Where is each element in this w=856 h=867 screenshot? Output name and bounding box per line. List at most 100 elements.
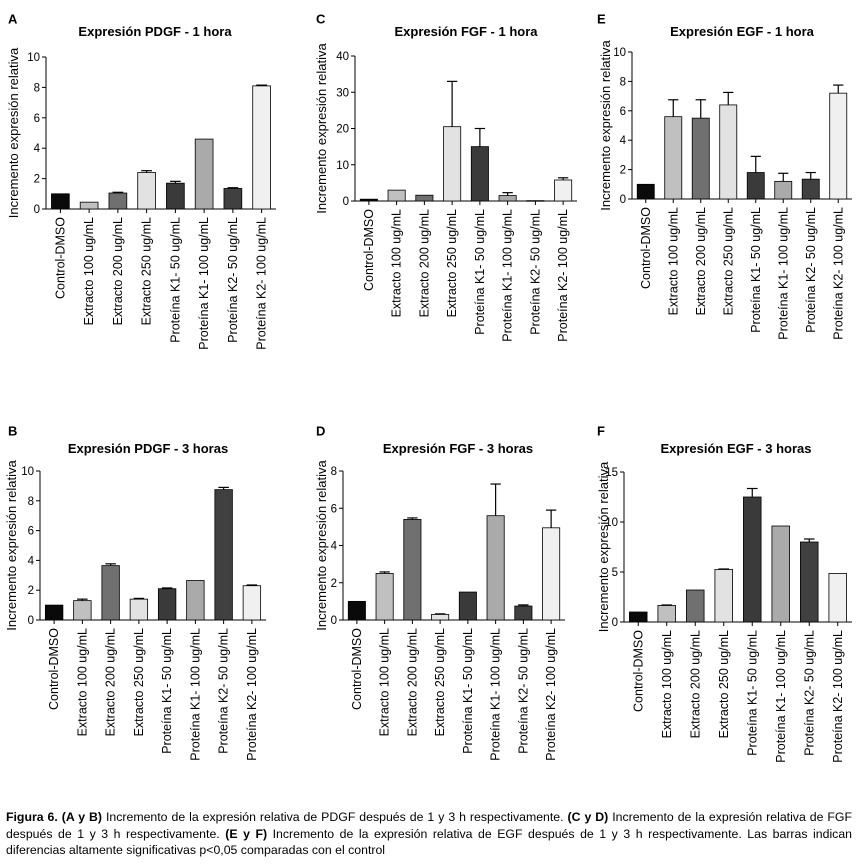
- figure-canvas: A Expresión PDGF - 1 hora Incremento expre…: [4, 12, 852, 763]
- category-label: Control-DMSO: [350, 628, 364, 710]
- y-tick-label: 6: [331, 503, 337, 515]
- category-label: Control-DMSO: [53, 217, 67, 299]
- chart-title: Expresión EGF - 3 horas: [661, 441, 812, 456]
- y-tick-label: 10: [27, 52, 40, 64]
- caption-part1-bold: (A y B): [61, 810, 103, 824]
- bar: [514, 605, 533, 621]
- bar: [73, 600, 92, 621]
- bar: [657, 605, 676, 623]
- bar: [800, 541, 819, 623]
- y-tick-label: 30: [336, 87, 349, 99]
- category-label: Proteína K2- 50 ug/mL: [226, 217, 240, 343]
- bar: [691, 117, 710, 200]
- y-tick-label: 10: [613, 47, 626, 59]
- y-tick-label: 6: [28, 526, 34, 538]
- category-label: Proteína K2- 100 ug/mL: [831, 630, 845, 763]
- bar: [415, 194, 434, 202]
- chart-title: Expresión EGF - 1 hora: [670, 24, 815, 39]
- category-label: Proteína K2- 50 ug/mL: [217, 628, 231, 754]
- y-tick-label: 5: [612, 567, 618, 579]
- category-label: Proteína K1- 100 ug/mL: [489, 628, 503, 761]
- y-tick-label: 10: [21, 466, 34, 478]
- panel-letter: B: [8, 424, 17, 439]
- bar: [746, 172, 765, 200]
- bar: [458, 591, 477, 621]
- chart-title: Expresión PDGF - 1 hora: [78, 24, 232, 39]
- category-label: Proteína K2- 100 ug/mL: [556, 209, 570, 342]
- category-label: Proteína K1- 100 ug/mL: [197, 217, 211, 350]
- bar: [79, 201, 99, 210]
- bar: [719, 104, 738, 200]
- category-label: Proteína K1- 50 ug/mL: [473, 209, 487, 335]
- bar: [829, 92, 848, 200]
- category-label: Extracto 250 ug/mL: [132, 628, 146, 736]
- category-label: Extracto 250 ug/mL: [721, 207, 735, 315]
- bar: [375, 573, 394, 621]
- category-label: Extracto 100 ug/mL: [660, 630, 674, 738]
- bar: [214, 489, 233, 621]
- y-tick-label: 2: [620, 165, 626, 177]
- bar: [194, 138, 214, 210]
- bar: [101, 565, 120, 621]
- bar: [252, 85, 271, 210]
- bar: [771, 525, 790, 623]
- bar: [664, 116, 683, 200]
- y-tick-label: 0: [343, 196, 349, 208]
- caption-part3-text: Incremento de la expresión relativa de E…: [6, 826, 852, 858]
- category-label: Extracto 100 ug/mL: [378, 628, 392, 736]
- bar: [498, 195, 517, 202]
- y-axis-label: Incremento expresión relativa: [314, 42, 329, 213]
- chart-panel-c: C Expresión FGF - 1 hora Incremento expres…: [314, 12, 577, 342]
- y-tick-label: 0: [612, 617, 618, 629]
- bar: [44, 604, 64, 621]
- category-label: Control-DMSO: [47, 628, 61, 710]
- category-label: Proteína K1- 50 ug/mL: [749, 207, 763, 333]
- category-label: Extracto 200 ug/mL: [405, 628, 419, 736]
- category-label: Extracto 200 ug/mL: [104, 628, 118, 736]
- category-label: Extracto 250 ug/mL: [140, 217, 154, 325]
- y-tick-label: 8: [34, 82, 40, 94]
- chart-panel-b: B Expresión PDGF - 3 horas Incremento expr…: [4, 424, 266, 761]
- bar: [486, 515, 505, 621]
- category-label: Proteína K1- 100 ug/mL: [776, 207, 790, 340]
- category-label: Extracto 250 ug/mL: [717, 630, 731, 738]
- panel-letter: A: [8, 12, 18, 27]
- panel-letter: C: [316, 12, 326, 27]
- bar: [801, 178, 820, 200]
- bar: [129, 598, 149, 621]
- chart-panel-e: E Expresión EGF - 1 hora Incremento expres…: [597, 12, 852, 340]
- y-axis-label: Incremento expresión relativa: [596, 461, 611, 632]
- y-axis-label: Incremento expresión relativa: [598, 39, 613, 210]
- category-label: Proteína K1- 100 ug/mL: [188, 628, 202, 761]
- bar: [714, 569, 733, 623]
- category-label: Extracto 250 ug/mL: [433, 628, 447, 736]
- category-label: Proteína K2- 50 ug/mL: [804, 207, 818, 333]
- category-label: Proteína K1- 50 ug/mL: [745, 630, 759, 756]
- figure-caption: Figura 6. (A y B) Incremento de la expre…: [6, 809, 852, 859]
- chart-panel-f: F Expresión EGF - 3 horas Incremento expre…: [596, 424, 852, 763]
- bar: [186, 580, 205, 621]
- bar: [470, 146, 489, 202]
- category-label: Extracto 100 ug/mL: [82, 217, 96, 325]
- category-label: Extracto 250 ug/mL: [445, 209, 459, 317]
- bar: [157, 588, 177, 621]
- bar: [137, 172, 156, 210]
- y-tick-label: 10: [605, 517, 618, 529]
- y-tick-label: 0: [34, 204, 40, 216]
- category-label: Proteína K1- 100 ug/mL: [501, 209, 515, 342]
- y-tick-label: 0: [620, 194, 626, 206]
- bar: [223, 188, 243, 210]
- y-tick-label: 10: [336, 160, 349, 172]
- y-tick-label: 8: [28, 496, 34, 508]
- category-label: Extracto 200 ug/mL: [694, 207, 708, 315]
- chart-title: Expresión FGF - 1 hora: [394, 24, 538, 39]
- y-tick-label: 6: [34, 113, 40, 125]
- bar: [242, 585, 262, 621]
- category-label: Extracto 200 ug/mL: [417, 209, 431, 317]
- y-tick-label: 15: [605, 467, 618, 479]
- category-label: Extracto 200 ug/mL: [688, 630, 702, 738]
- caption-figure-label: Figura 6.: [6, 810, 58, 824]
- category-label: Proteína K1- 50 ug/mL: [461, 628, 475, 754]
- bar: [828, 573, 847, 623]
- y-tick-label: 2: [34, 174, 40, 186]
